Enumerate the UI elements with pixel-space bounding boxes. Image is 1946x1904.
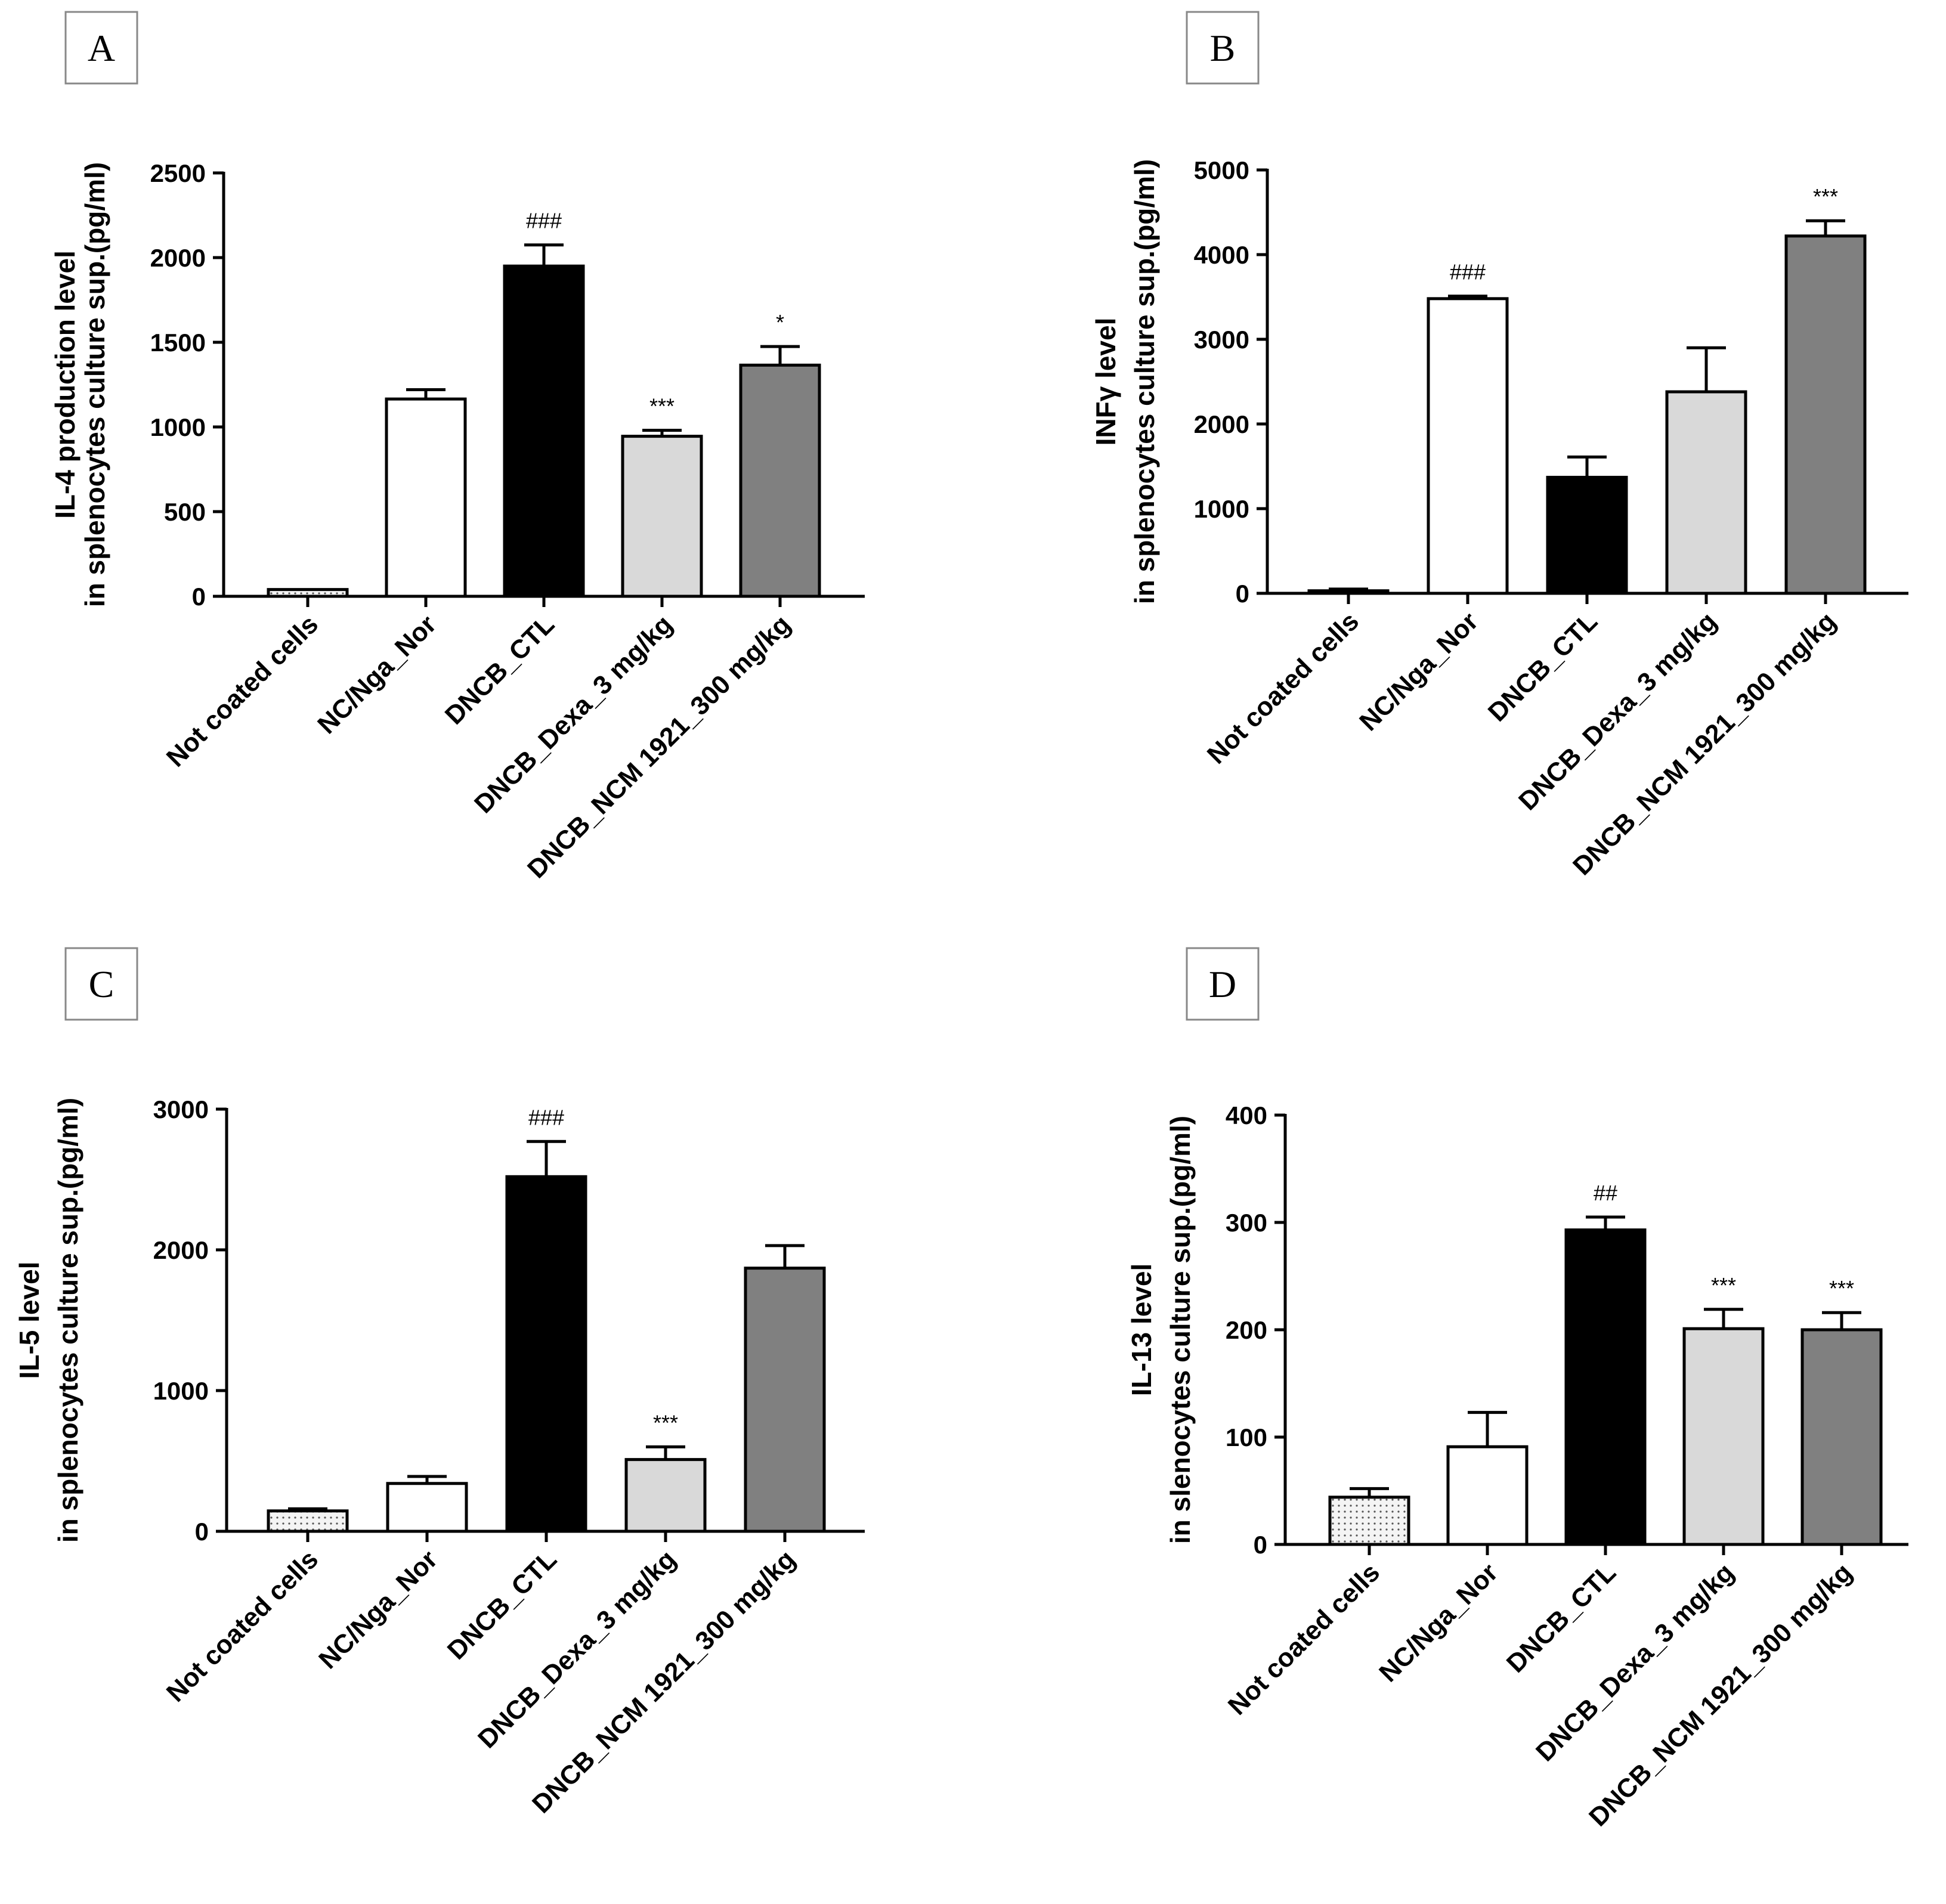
x-category-label: DNCB_Dexa_3 mg/kg — [472, 1544, 682, 1754]
bar — [1307, 589, 1390, 595]
x-category-label: DNCB_NCM 1921_300 mg/kg — [1583, 1558, 1858, 1832]
bar — [1546, 475, 1628, 595]
y-tick-label: 3000 — [1194, 326, 1249, 354]
x-category-label: DNCB_Dexa_3 mg/kg — [1530, 1558, 1740, 1767]
significance-label: ## — [1594, 1181, 1617, 1205]
y-tick-label: 3000 — [153, 1095, 209, 1123]
panel-label: C — [89, 963, 115, 1005]
bar — [624, 1458, 707, 1533]
bar — [1784, 234, 1867, 595]
x-category-label: Not coated cells — [1202, 606, 1365, 769]
y-tick-label: 400 — [1226, 1101, 1267, 1129]
y-tick-label: 100 — [1226, 1423, 1267, 1451]
x-category-label: DNCB_CTL — [1501, 1558, 1622, 1678]
significance-label: ### — [528, 1105, 564, 1129]
panel-label-box — [1186, 947, 1260, 1021]
x-category-label: DNCB_NCM 1921_300 mg/kg — [522, 609, 796, 884]
panel-label-box — [64, 947, 138, 1021]
y-tick-label: 2000 — [1194, 410, 1249, 438]
bar — [503, 264, 585, 598]
bar — [267, 588, 349, 598]
panel-label-box — [1186, 11, 1260, 85]
chart-panel-a: A 0 500 1000 1500 2000 2500 IL-4 production lev… — [49, 11, 865, 884]
x-category-label: Not coated cells — [161, 609, 324, 772]
y-axis-title-line: IL-4 production level — [49, 250, 81, 519]
y-tick-label: 2000 — [150, 244, 206, 272]
significance-label: ### — [1450, 260, 1486, 284]
significance-label: *** — [1813, 184, 1838, 209]
significance-label: *** — [649, 394, 675, 419]
y-axis-title-line: in splenocytes culture sup.(pg/ml) — [79, 162, 110, 607]
y-tick-label: 2000 — [153, 1236, 209, 1264]
x-category-label: DNCB_CTL — [1483, 606, 1603, 727]
y-tick-label: 1000 — [1194, 495, 1249, 523]
x-category-label: DNCB_Dexa_3 mg/kg — [469, 609, 678, 819]
x-category-label: DNCB_CTL — [442, 1544, 562, 1665]
y-axis-title-line: IL-5 level — [14, 1262, 45, 1379]
x-category-label: DNCB_NCM 1921_300 mg/kg — [1567, 606, 1842, 881]
chart-panel-c: C 0 1000 2000 3000 IL-5 level in splenocytes c… — [14, 947, 865, 1819]
y-tick-label: 4000 — [1194, 241, 1249, 269]
x-category-label: Not coated cells — [1223, 1558, 1385, 1720]
x-category-label: Not coated cells — [161, 1544, 324, 1707]
x-category-label: DNCB_Dexa_3 mg/kg — [1513, 606, 1722, 816]
y-tick-label: 0 — [195, 1518, 209, 1546]
y-axis-title-line: in splenocytes culture sup.(pg/ml) — [1129, 159, 1160, 604]
bar — [1564, 1228, 1647, 1546]
x-category-label: NC/Nga_Nor — [312, 609, 442, 739]
y-axis-title-line: in splenocytes culture sup.(pg/ml) — [52, 1098, 83, 1543]
y-axis-title-line: IL-13 level — [1126, 1264, 1157, 1396]
significance-label: *** — [653, 1410, 678, 1435]
y-axis-title-line: in slenocytes culture sup.(pg/ml) — [1165, 1116, 1196, 1544]
bar — [1682, 1327, 1765, 1546]
y-axis-title-line: INFγ level — [1090, 318, 1121, 446]
chart-panel-b: B 0 1000 2000 3000 4000 5000 INFγ level in splen… — [1090, 11, 1908, 881]
y-tick-label: 1000 — [153, 1377, 209, 1405]
y-tick-label: 0 — [192, 583, 206, 611]
bar — [1427, 297, 1509, 595]
bar — [386, 1482, 468, 1533]
panel-label-box — [64, 11, 138, 85]
panel-label: D — [1209, 963, 1236, 1005]
panel-label: A — [88, 27, 115, 69]
significance-label: *** — [1711, 1273, 1736, 1298]
bar — [385, 397, 467, 598]
y-tick-label: 500 — [164, 498, 206, 526]
y-tick-label: 1500 — [150, 329, 206, 357]
bar — [1328, 1496, 1410, 1546]
bar — [621, 435, 703, 598]
y-tick-label: 2500 — [150, 159, 206, 187]
x-category-label: DNCB_CTL — [440, 609, 560, 730]
bar — [744, 1267, 826, 1533]
y-tick-label: 0 — [1236, 580, 1249, 608]
y-tick-label: 1000 — [150, 413, 206, 441]
y-tick-label: 200 — [1226, 1316, 1267, 1344]
bar — [1800, 1328, 1883, 1546]
bar — [505, 1175, 587, 1533]
significance-label: * — [776, 310, 784, 335]
y-tick-label: 300 — [1226, 1209, 1267, 1237]
significance-label: ### — [526, 209, 562, 233]
x-category-label: NC/Nga_Nor — [313, 1544, 443, 1674]
significance-label: *** — [1829, 1276, 1854, 1301]
panel-label: B — [1210, 27, 1236, 69]
y-tick-label: 0 — [1254, 1531, 1267, 1559]
y-tick-label: 5000 — [1194, 156, 1249, 184]
bar — [739, 363, 821, 598]
bar — [267, 1509, 349, 1533]
x-category-label: DNCB_NCM 1921_300 mg/kg — [527, 1544, 801, 1819]
chart-panel-d: D 0 100 200 300 400 IL-13 level in slenocytes c… — [1126, 947, 1908, 1832]
bar — [1446, 1445, 1529, 1546]
bar — [1665, 390, 1747, 595]
x-category-label: NC/Nga_Nor — [1373, 1558, 1503, 1688]
x-category-label: NC/Nga_Nor — [1354, 606, 1484, 736]
